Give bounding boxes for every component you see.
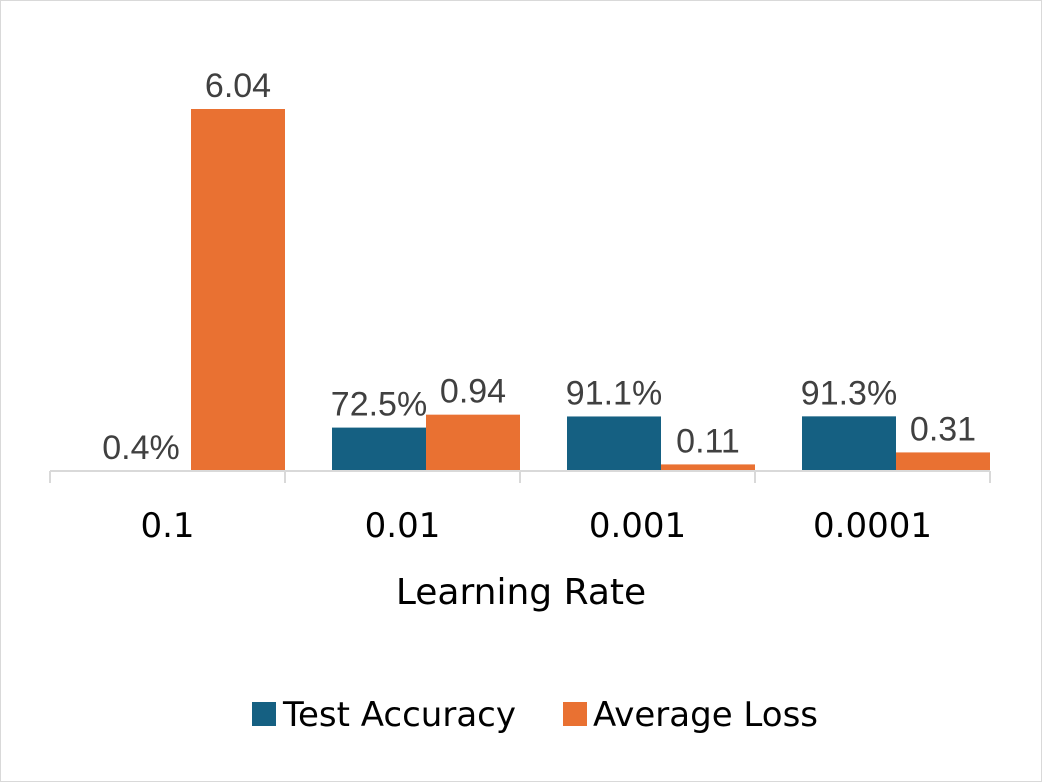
x-tick-label-3: 0.001	[589, 506, 686, 546]
test-accuracy-bar-2	[332, 427, 426, 471]
test-accuracy-bar-4	[802, 416, 896, 471]
test-accuracy-data-label-4: 91.3%	[801, 374, 897, 412]
average-loss-data-label-1: 6.04	[205, 67, 271, 105]
average-loss-legend-label: Average Loss	[593, 695, 818, 735]
average-loss-bar-4	[896, 452, 990, 471]
average-loss-bar-3	[661, 464, 755, 471]
average-loss-bar-2	[426, 414, 520, 471]
test-accuracy-data-label-1: 0.4%	[102, 429, 180, 467]
test-accuracy-bar-3	[567, 416, 661, 471]
x-tick-label-1: 0.1	[140, 506, 194, 546]
average-loss-data-label-3: 0.11	[676, 422, 740, 460]
average-loss-data-label-4: 0.31	[910, 410, 976, 448]
test-accuracy-data-label-3: 91.1%	[566, 374, 662, 412]
average-loss-data-label-2: 0.94	[440, 373, 506, 411]
test-accuracy-legend-label: Test Accuracy	[282, 695, 516, 735]
x-tick-label-4: 0.0001	[813, 506, 932, 546]
x-axis-title: Learning Rate	[396, 572, 646, 613]
average-loss-bar-1	[191, 109, 285, 471]
test-accuracy-data-label-2: 72.5%	[331, 386, 427, 424]
average-loss-legend-swatch	[563, 702, 587, 726]
test-accuracy-legend-swatch	[252, 702, 276, 726]
x-tick-label-2: 0.01	[365, 506, 441, 546]
